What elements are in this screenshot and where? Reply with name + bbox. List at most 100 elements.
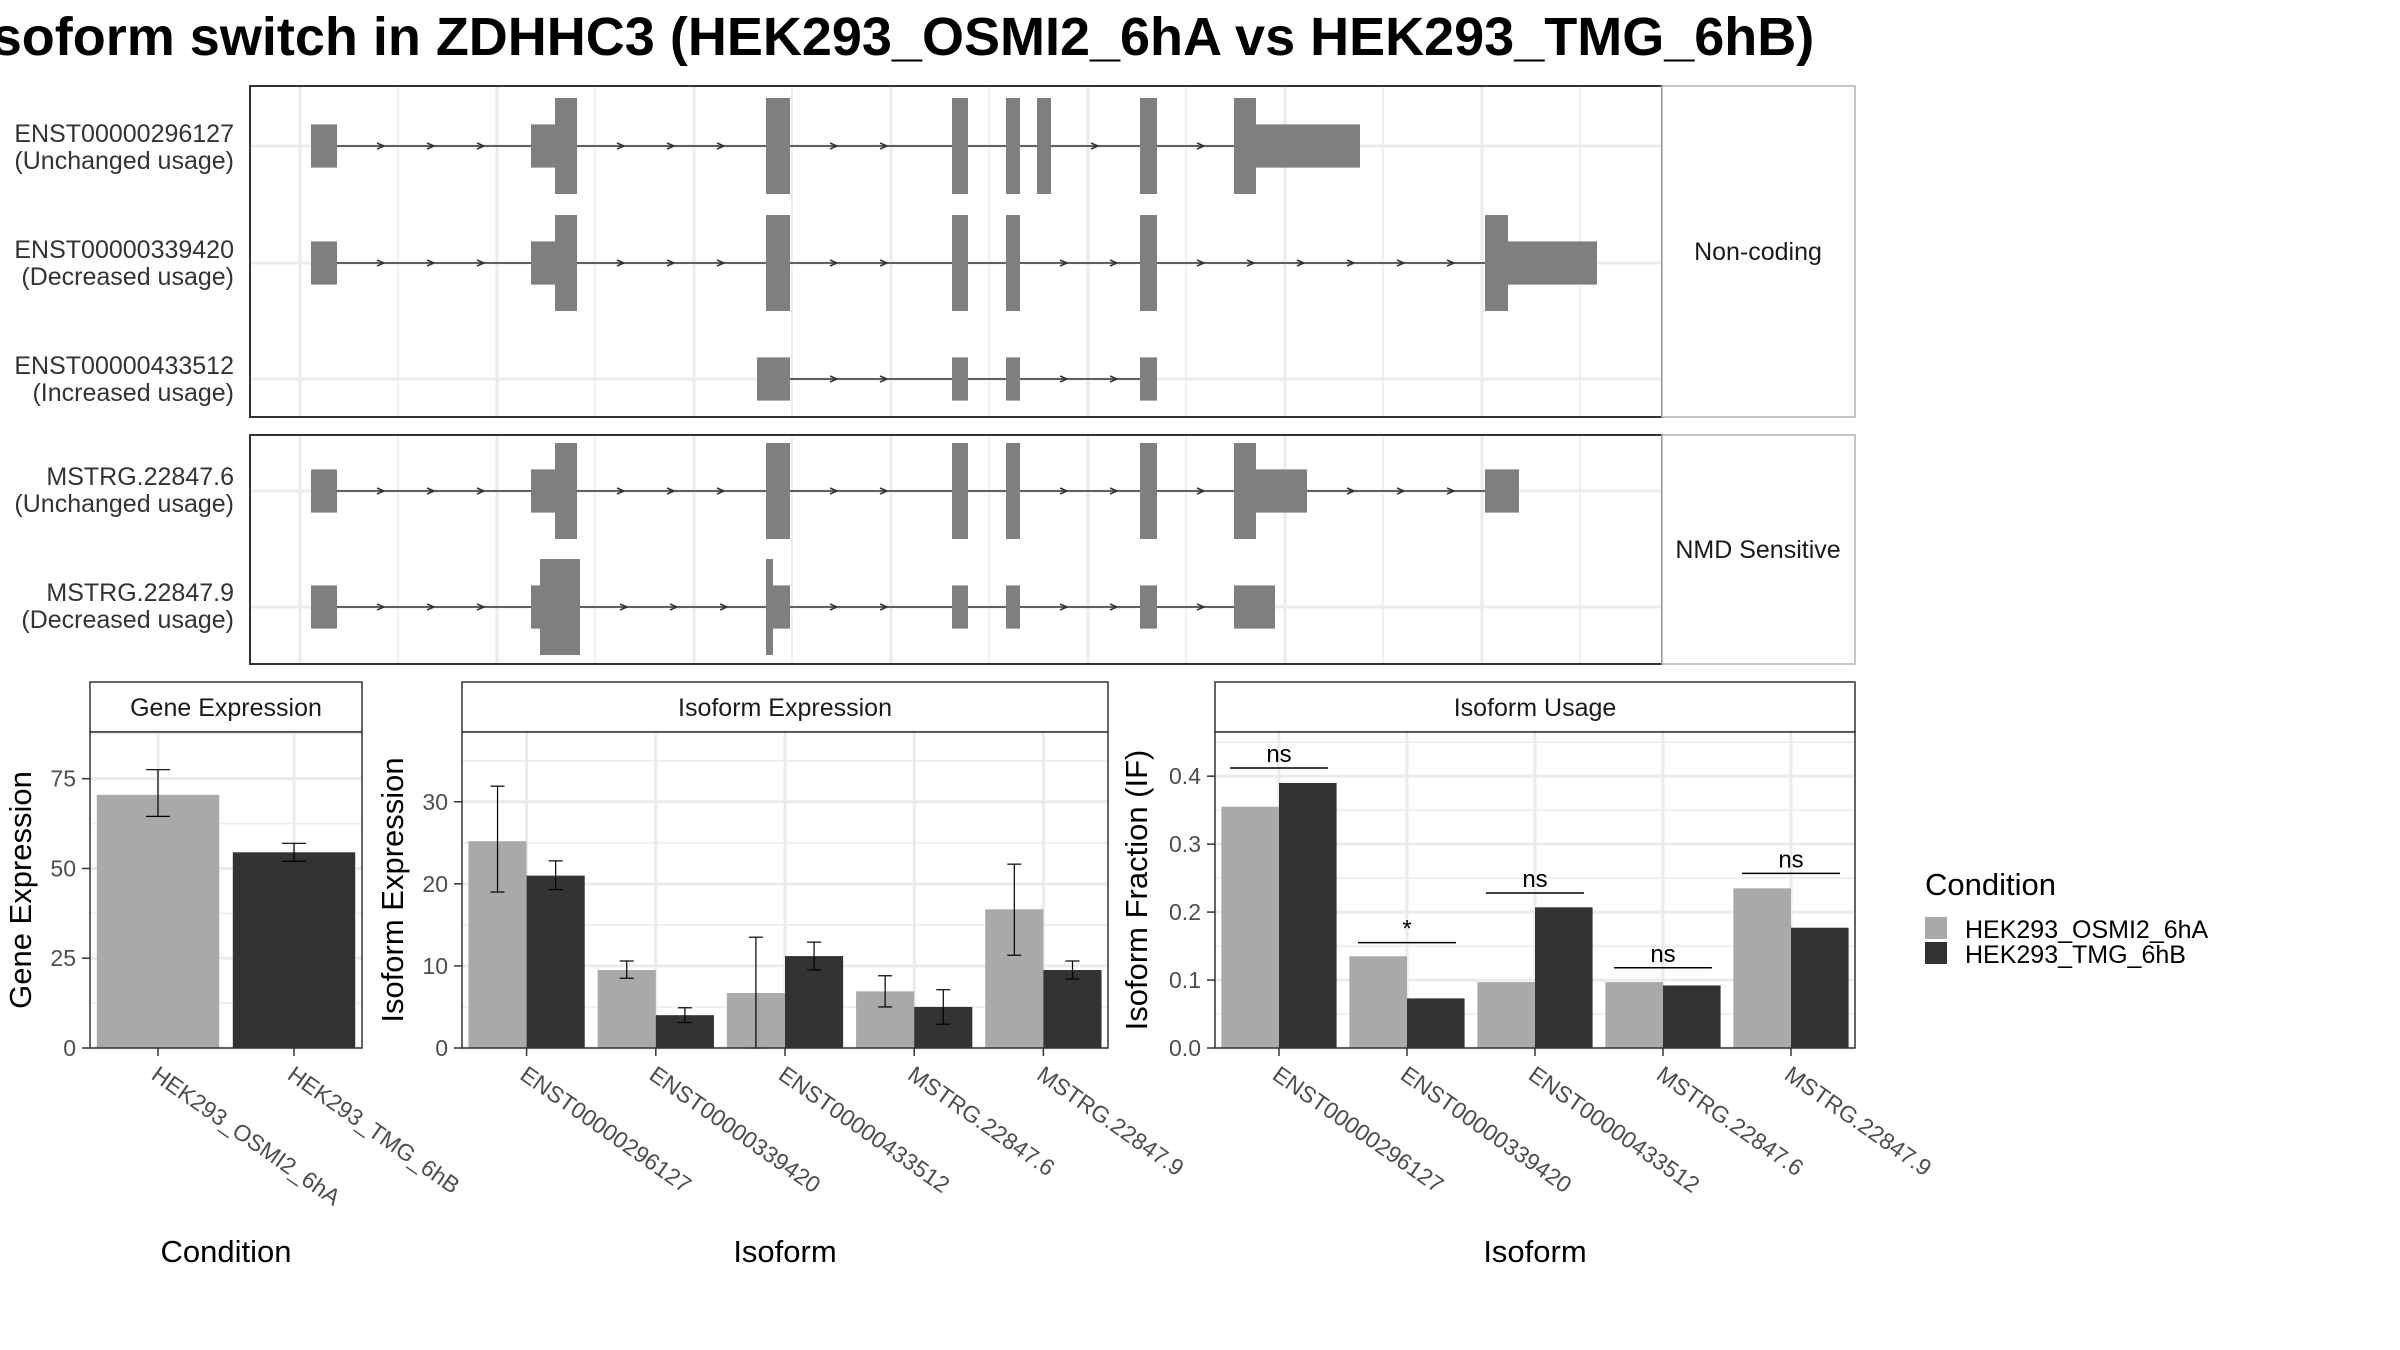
exon [555,215,577,311]
exon [952,443,968,539]
exon [1006,98,1020,194]
exon [1140,215,1157,311]
strand-arrow [376,259,386,267]
strand-arrow [829,487,839,495]
strand-arrow [716,487,726,495]
significance-label: ns [1778,846,1803,873]
strand-arrow [829,603,839,611]
transcript-usage: (Increased usage) [32,379,234,407]
structure-tracks-noncoding [311,98,1597,401]
isoform-usage-significance: ns * ns ns ns [1230,741,1840,969]
exon [311,124,337,168]
y-tick-label: 0.1 [1169,967,1201,993]
strand-arrow [376,603,386,611]
bar-osmi2 [597,970,656,1048]
transcript-id: MSTRG.22847.9 [46,579,234,607]
exon [757,357,790,401]
strand-arrow [879,487,889,495]
y-tick-label: 20 [422,871,448,897]
strand-arrow [376,487,386,495]
transcript-label-1: ENST00000339420 (Decreased usage) [14,236,234,291]
legend-label-a: HEK293_OSMI2_6hA [1965,916,2209,944]
transcript-id: ENST00000339420 [14,236,234,264]
exon [311,241,337,285]
condition-legend: Condition HEK293_OSMI2_6hA HEK293_TMG_6h… [1925,867,2209,969]
strand-arrow [1196,259,1206,267]
bar-tmg [1043,970,1102,1048]
exon [540,559,580,655]
significance-label: * [1402,916,1411,943]
y-tick-label: 75 [50,766,76,792]
transcript-label-0: ENST00000296127 (Unchanged usage) [14,120,234,175]
exon [1234,585,1275,629]
strand-arrow [829,375,839,383]
strand-arrow [716,142,726,150]
legend-swatch-b [1925,942,1947,964]
transcript-id: MSTRG.22847.6 [46,463,234,491]
exon [1140,585,1157,629]
strand-arrow [376,142,386,150]
exon [1234,98,1256,194]
exon [531,469,555,513]
bar-tmg [1535,907,1593,1048]
gene-expression-border [89,731,363,1049]
strand-arrow [476,603,486,611]
gene-expression-y-ticks: 0 25 50 75 [50,766,90,1061]
strand-arrow [1090,142,1100,150]
bar-osmi2 [1605,982,1663,1048]
y-tick-label: 50 [50,855,76,881]
strand-arrow [1059,375,1069,383]
exon [1234,443,1256,539]
y-tick-label: 0.3 [1169,831,1201,857]
isoform-expression-errorbars [490,785,1080,1049]
bar-tmg [232,852,356,1048]
exon [531,585,540,629]
exon [555,98,577,194]
strand-arrow [879,259,889,267]
facet-label-nmd: NMD Sensitive [1675,536,1840,564]
exon [773,585,790,629]
strand-arrow [426,259,436,267]
strand-arrow [1059,259,1069,267]
isoform-expression-x-title: Isoform [733,1234,836,1269]
significance-label: ns [1266,741,1291,768]
transcript-usage: (Unchanged usage) [14,490,234,518]
isoform-usage-x-ticks: ENST00000296127ENST00000339420ENST000004… [1268,1048,1936,1198]
strand-arrow [1346,259,1356,267]
strand-arrow [1296,259,1306,267]
exon [1256,124,1360,168]
strand-arrow [879,603,889,611]
exon [1140,98,1157,194]
y-tick-label: 0.0 [1169,1035,1201,1061]
strand-arrow [1196,603,1206,611]
isoform-usage-strip-title: Isoform Usage [1454,694,1617,722]
bar-osmi2 [1221,806,1279,1048]
significance-label: ns [1650,941,1675,968]
isoform-usage-y-ticks: 0.0 0.1 0.2 0.3 0.4 [1169,763,1215,1061]
strand-arrow [716,259,726,267]
significance-label: ns [1522,866,1547,893]
exon [1037,98,1051,194]
y-tick-label: 25 [50,945,76,971]
exon [1006,357,1020,401]
bar-osmi2 [96,794,220,1048]
gene-expression-bars [96,794,356,1048]
exon [1006,215,1020,311]
y-tick-label: 0.4 [1169,763,1201,789]
exon [952,585,968,629]
facet-label-noncoding: Non-coding [1694,238,1822,266]
strand-arrow [879,375,889,383]
isoform-usage-y-title: Isoform Fraction (IF) [1119,750,1154,1031]
exon [1485,215,1508,311]
transcript-label-4: MSTRG.22847.9 (Decreased usage) [21,579,234,634]
strand-arrow [619,603,629,611]
y-tick-label: 30 [422,789,448,815]
strand-arrow [426,603,436,611]
strand-arrow [666,487,676,495]
gene-expression-x-title: Condition [161,1234,292,1269]
exon [952,215,968,311]
y-tick-label: 0 [63,1035,76,1061]
